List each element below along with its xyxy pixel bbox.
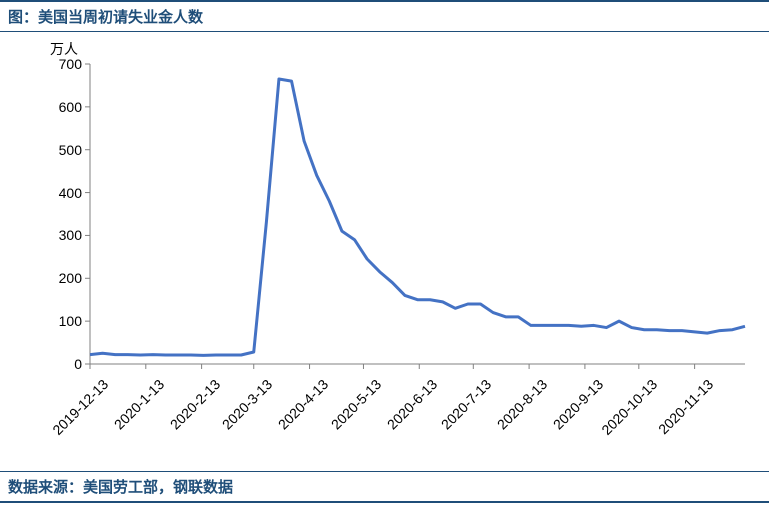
y-tick-label: 500 bbox=[42, 142, 82, 158]
y-tick-label: 300 bbox=[42, 227, 82, 243]
chart-title: 图：美国当周初请失业金人数 bbox=[8, 9, 203, 26]
y-tick-label: 700 bbox=[42, 56, 82, 72]
data-source: 数据来源：美国劳工部，钢联数据 bbox=[8, 479, 233, 496]
chart-area: 万人 0100200300400500600700 2019-12-132020… bbox=[0, 34, 769, 474]
chart-title-bar: 图：美国当周初请失业金人数 bbox=[0, 0, 769, 32]
chart-footer-bar: 数据来源：美国劳工部，钢联数据 bbox=[0, 471, 769, 503]
y-tick-label: 0 bbox=[42, 356, 82, 372]
line-chart-svg bbox=[0, 34, 769, 474]
y-tick-label: 200 bbox=[42, 270, 82, 286]
y-tick-label: 400 bbox=[42, 185, 82, 201]
data-line bbox=[90, 79, 745, 355]
y-tick-label: 600 bbox=[42, 99, 82, 115]
y-tick-label: 100 bbox=[42, 313, 82, 329]
